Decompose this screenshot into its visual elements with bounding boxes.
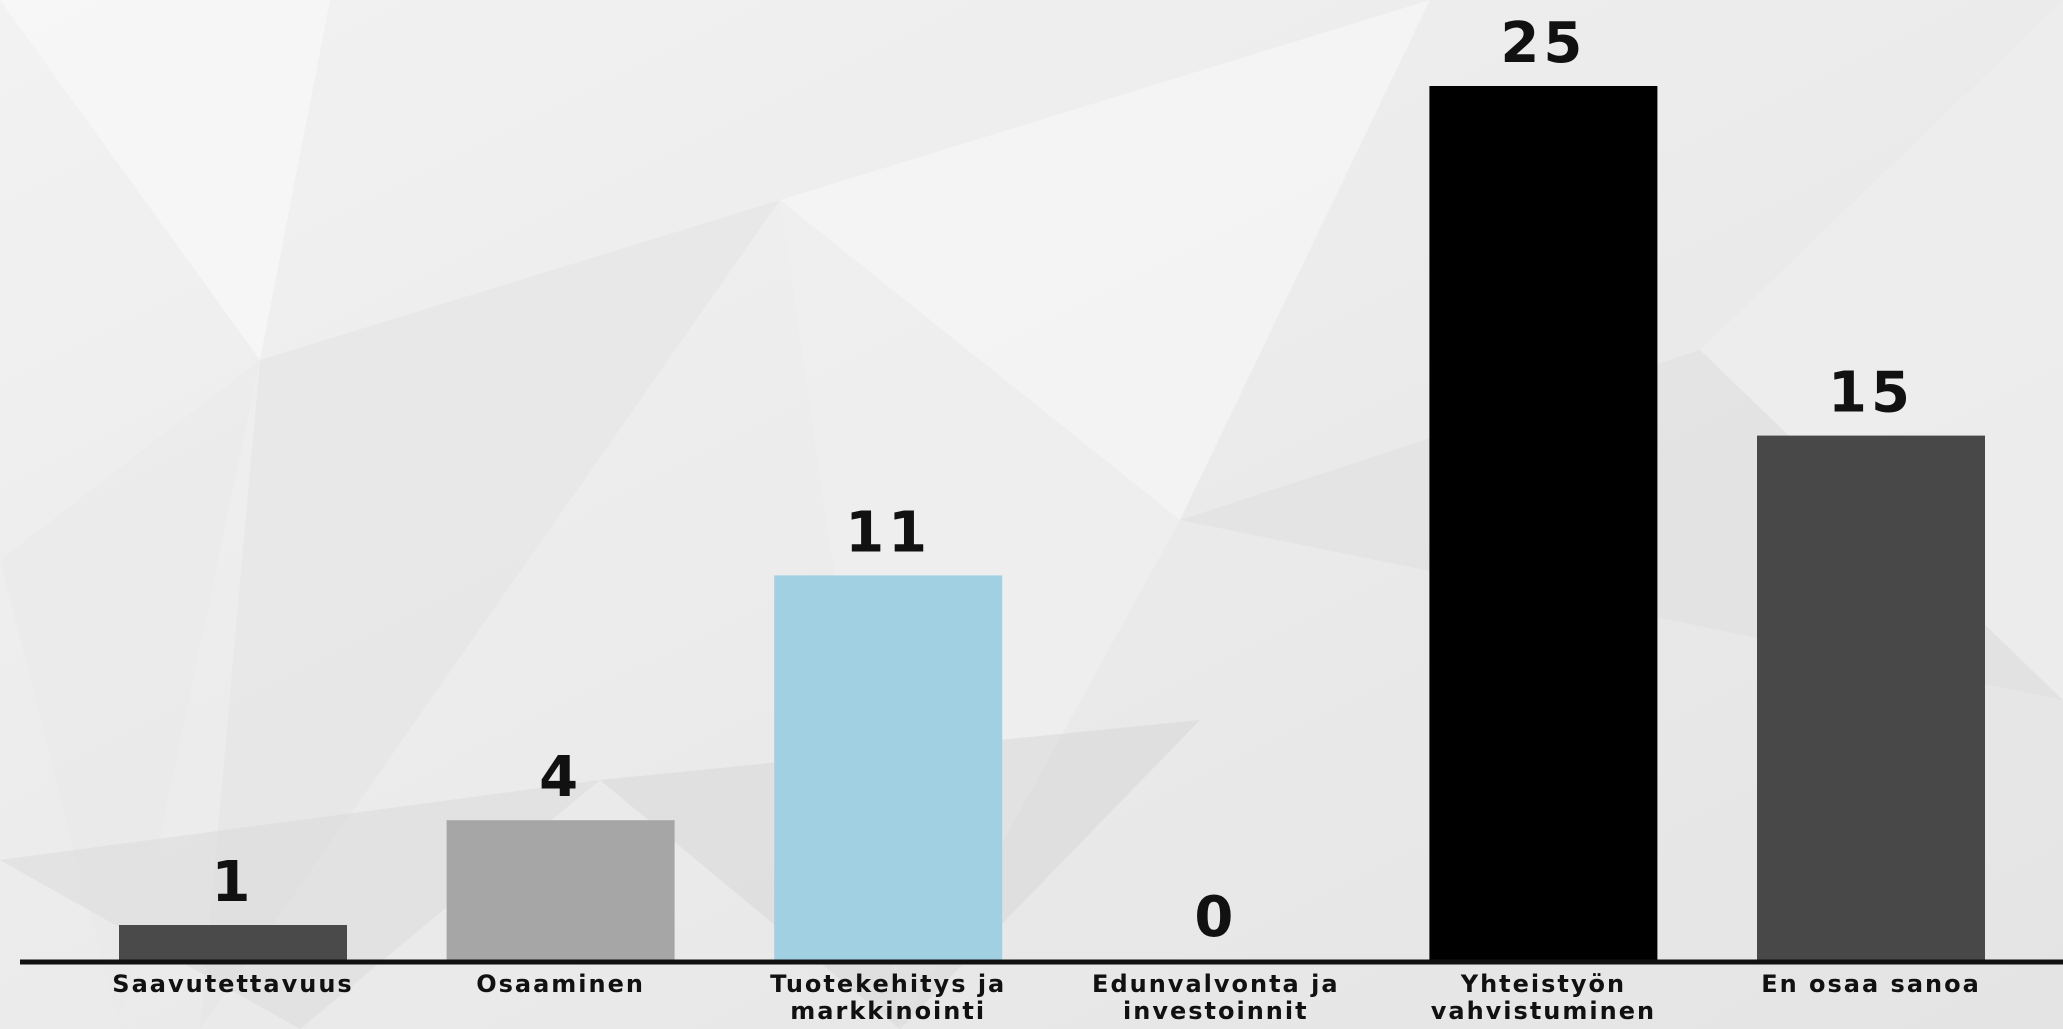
tick-label-4-line-2: investoinnit [1123,997,1309,1025]
tick-label-3-line-1: Tuotekehitys ja [770,970,1006,998]
bar-6 [1757,435,1985,961]
value-labels-group: 1 4 11 0 25 15 [212,11,1914,950]
value-label-2: 4 [539,745,582,810]
tick-label-3-line-2: markkinointi [790,997,986,1025]
tick-label-5-line-1: Yhteistyön [1460,970,1626,998]
bar-1 [119,925,347,960]
tick-label-5-line-2: vahvistuminen [1431,997,1656,1025]
bar-2 [446,820,675,960]
tick-label-1-line-1: Saavutettavuus [112,970,353,998]
bar-5 [1429,86,1658,960]
value-label-5: 25 [1500,11,1586,76]
value-label-1: 1 [212,850,255,915]
value-label-3: 11 [845,500,931,565]
value-label-6: 15 [1828,361,1914,426]
tick-label-6-line-1: En osaa sanoa [1761,970,1981,998]
value-label-4: 0 [1194,885,1237,950]
bar-3 [774,575,1003,960]
bars-group [119,86,1985,961]
tick-label-2-line-1: Osaaminen [476,970,645,998]
tick-label-4-line-1: Edunvalvonta ja [1092,970,1339,998]
x-tick-labels-group: Saavutettavuus Osaaminen Tuotekehitys jama… [112,970,1981,1025]
